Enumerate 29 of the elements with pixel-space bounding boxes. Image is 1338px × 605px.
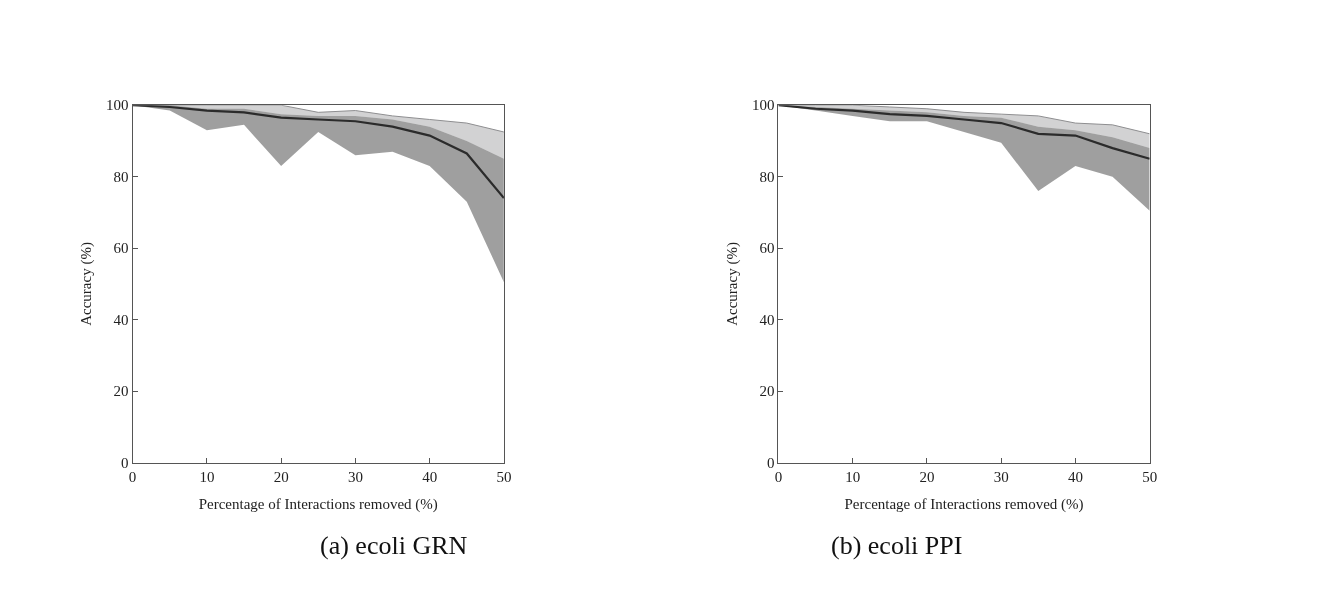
x-tick-label: 20 [919,468,935,485]
text: (a) ecoli GRN [320,531,468,560]
x-tick-label: 40 [1067,468,1083,485]
y-tick-label: 80 [759,168,775,185]
y-tick-label: 100 [751,97,775,114]
x-tick-label: 30 [993,468,1009,485]
y-tick-label: 40 [759,311,775,328]
y-tick-label: 20 [113,383,129,400]
x-tick-label: 50 [496,468,512,485]
x-tick-label: 40 [422,468,438,485]
y-axis-title: Accuracy (%) [724,242,742,326]
x-tick-label: 10 [199,468,215,485]
x-axis-title: Percentage of Interactions removed (%) [198,495,438,513]
line-series [778,105,1150,160]
y-axis-title: Accuracy (%) [78,242,96,326]
y-tick-label: 0 [121,454,129,471]
y-tick-label: 20 [759,383,775,400]
y-tick-label: 60 [113,240,129,257]
x-tick-label: 30 [347,468,363,485]
x-tick-label: 20 [273,468,289,485]
x-axis-title: Percentage of Interactions removed (%) [844,495,1084,513]
y-tick-label: 60 [759,240,775,257]
y-tick-label: 40 [113,311,129,328]
x-tick-label: 10 [845,468,861,485]
text: (b) ecoli PPI [831,531,963,560]
x-tick-label: 50 [1142,468,1158,485]
y-tick-label: 100 [106,97,129,114]
y-tick-label: 80 [113,168,129,185]
y-tick-label: 0 [766,454,775,471]
